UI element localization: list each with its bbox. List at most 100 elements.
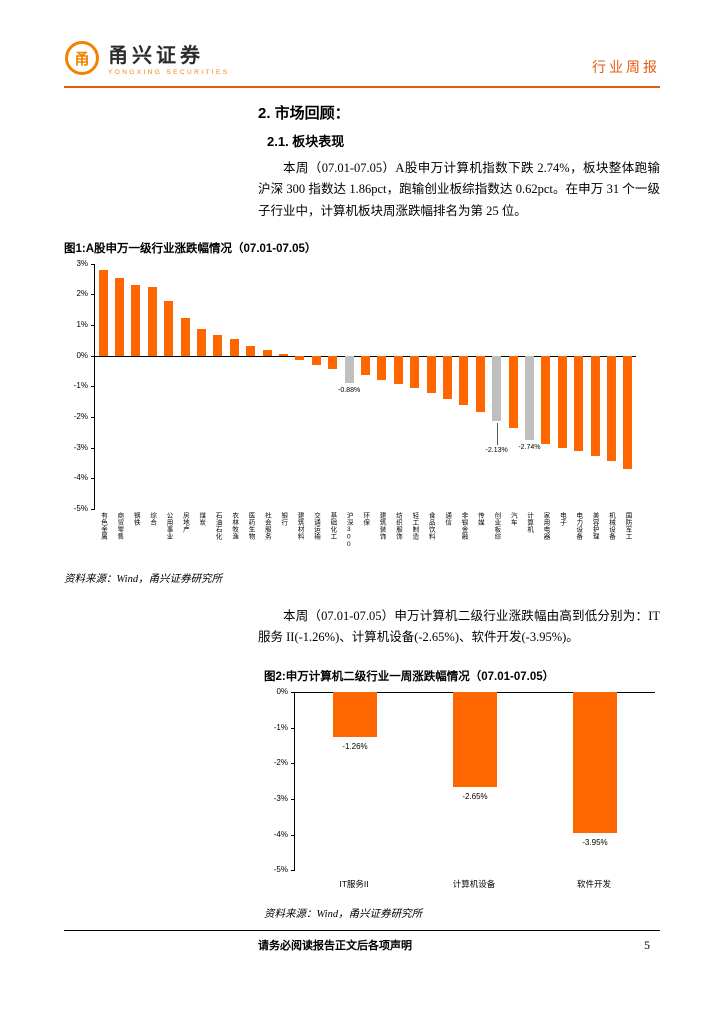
chart-bar — [590, 355, 600, 457]
category-slot: 商贸零售 — [110, 512, 126, 566]
category-slot: 非银金融 — [455, 512, 471, 566]
chart-bar — [426, 355, 436, 393]
report-body: 2. 市场回顾： 2.1. 板块表现 本周（07.01-07.05）A股申万计算… — [0, 102, 724, 921]
body-paragraph-2: 本周（07.01-07.05）申万计算机二级行业涨跌幅由高到低分别为：IT 服务… — [258, 608, 660, 644]
category-slot: 美容护理 — [586, 512, 602, 566]
category-label: 纺织服饰 — [394, 511, 402, 540]
category-label: 钢铁 — [132, 511, 140, 526]
category-label: IT服务II — [339, 879, 369, 890]
category-label: 传媒 — [476, 511, 484, 526]
category-slot: 建筑材料 — [291, 512, 307, 566]
label-leader-line — [496, 422, 498, 445]
category-slot: 有色金属 — [94, 512, 110, 566]
chart-bar — [246, 345, 256, 356]
figure1-chart: 3% 2% 1% 0% -1% -2% -3% -4% -5% -0.88% -2.13% -2.74… — [64, 259, 660, 566]
chart-bar — [344, 355, 354, 383]
y-tick-mark — [291, 834, 295, 836]
category-label: 软件开发 — [576, 879, 611, 890]
y-tick-mark — [291, 870, 295, 872]
disclaimer-text: 请务必阅读报告正文后各项声明 — [258, 940, 412, 952]
chart-bar — [410, 355, 420, 388]
category-slot: 纺织服饰 — [389, 512, 405, 566]
category-label: 医药生物 — [246, 511, 254, 540]
figure2-source: 资料来源：Wind，甬兴证券研究所 — [264, 909, 423, 921]
y-tick-mark — [291, 727, 295, 729]
category-label: 电子 — [558, 511, 566, 526]
category-label: 汽车 — [509, 511, 517, 526]
category-label: 煤炭 — [197, 511, 205, 526]
chart-bar — [557, 355, 567, 448]
category-slot: 家用电器 — [537, 512, 553, 566]
bar-value-label: -3.95% — [582, 837, 608, 847]
category-slot: 计算机 — [520, 512, 536, 566]
category-label: 基础化工 — [328, 511, 336, 540]
figure2-title: 图2:申万计算机二级行业一周涨跌幅情况（07.01-07.05） — [264, 671, 555, 684]
category-label: 商贸零售 — [115, 511, 123, 540]
y-tick-mark — [91, 478, 95, 480]
chart-bar — [573, 692, 617, 833]
chart-bar — [115, 278, 125, 356]
chart-bar — [180, 318, 190, 356]
chart-bar — [393, 355, 403, 384]
header-divider — [64, 86, 660, 88]
y-tick-mark — [91, 447, 95, 449]
y-tick-label: -3% — [73, 442, 88, 452]
y-tick-label: -4% — [73, 473, 88, 483]
section-title: 2. 市场回顾： — [258, 105, 350, 122]
category-slot: 社会服务 — [258, 512, 274, 566]
chart-bar — [574, 355, 584, 452]
y-tick-label: 0% — [276, 687, 288, 697]
y-tick-mark — [91, 355, 95, 357]
category-label: 沪深300 — [345, 511, 353, 549]
chart-bar — [606, 355, 616, 462]
category-label: 电力设备 — [574, 511, 582, 540]
brand-text: 甬兴证券 YONGXING SECURITIES — [108, 45, 229, 76]
category-label: 创业板综 — [492, 511, 500, 540]
chart-bar — [442, 355, 452, 399]
category-label: 食品饮料 — [427, 511, 435, 540]
category-label: 房地产 — [181, 511, 189, 533]
category-label: 美容护理 — [591, 511, 599, 540]
category-slot: 交通运输 — [307, 512, 323, 566]
svg-text:甬: 甬 — [74, 51, 89, 68]
subsection-title: 2.1. 板块表现 — [267, 134, 345, 149]
y-tick-mark — [91, 263, 95, 265]
chart-bar — [295, 355, 305, 361]
category-label: 社会服务 — [263, 511, 271, 540]
category-slot: 传媒 — [471, 512, 487, 566]
y-tick-mark — [291, 799, 295, 801]
chart-bar — [453, 692, 497, 787]
category-label: 轻工制造 — [410, 511, 418, 540]
chart-bar — [623, 355, 633, 469]
y-tick-mark — [91, 508, 95, 510]
category-label: 建筑装饰 — [378, 511, 386, 540]
category-slot: 石油石化 — [209, 512, 225, 566]
y-tick-label: -4% — [273, 829, 288, 839]
brand-logo-icon: 甬 — [64, 40, 100, 81]
category-slot: 食品饮料 — [422, 512, 438, 566]
figure1-title: 图1:A股申万一级行业涨跌幅情况（07.01-07.05） — [64, 242, 317, 255]
y-tick-label: -1% — [273, 722, 288, 732]
category-slot: 电子 — [553, 512, 569, 566]
category-label: 通信 — [443, 511, 451, 526]
category-label: 家用电器 — [541, 511, 549, 540]
chart-bar — [147, 287, 157, 356]
y-tick-mark — [91, 416, 95, 418]
y-tick-label: 1% — [76, 320, 88, 329]
y-tick-label: 3% — [76, 258, 88, 268]
category-slot: 机械设备 — [602, 512, 618, 566]
category-slot: 煤炭 — [192, 512, 208, 566]
chart-bar — [213, 335, 223, 356]
chart-bar — [262, 350, 272, 356]
category-label: 农林牧渔 — [230, 511, 238, 540]
category-slot: 银行 — [274, 512, 290, 566]
category-label: 建筑材料 — [296, 511, 304, 540]
category-slot: 沪深300 — [340, 512, 356, 566]
y-tick-mark — [291, 763, 295, 765]
category-label: 公用事业 — [165, 511, 172, 540]
category-slot: 汽车 — [504, 512, 520, 566]
chart-bar — [333, 692, 377, 738]
chart-bar — [328, 355, 338, 370]
chart-bar — [508, 355, 518, 428]
y-tick-label: -2% — [73, 411, 88, 421]
